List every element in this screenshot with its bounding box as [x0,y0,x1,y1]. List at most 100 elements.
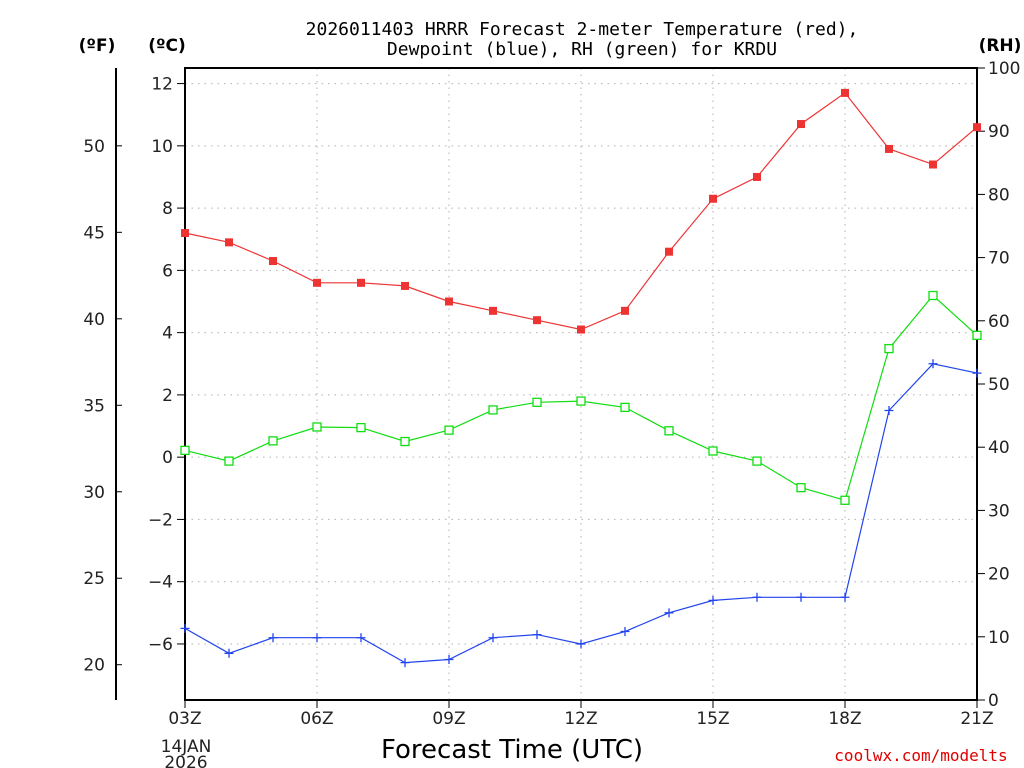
celsius-unit-label: (ºC) [148,36,186,56]
temperature-point [401,281,409,290]
temperature-point [841,88,849,97]
x-tick-label: 12Z [564,709,597,729]
dewpoint-point [752,592,762,602]
rh-point [928,290,938,301]
temperature-point [313,278,321,287]
rh-tick-label: 70 [988,249,1010,269]
rh-point [400,436,410,447]
rh-point [972,330,982,340]
dewpoint-point [620,627,630,637]
rh-tick-label: 30 [988,501,1010,521]
celsius-tick-label: 6 [162,261,173,281]
dewpoint-point [532,630,542,640]
rh-unit-label: (RH) [979,36,1022,56]
dewpoint-point [224,648,234,658]
dewpoint-point [664,608,674,618]
rh-point [620,402,630,413]
dewpoint-point [708,595,718,605]
rh-tick-label: 40 [988,438,1010,458]
dewpoint-point [884,405,894,415]
rh-tick-label: 90 [988,122,1010,142]
celsius-tick-label: 8 [162,199,173,219]
fahrenheit-tick-label: 30 [83,483,105,503]
celsius-tick-label: 0 [162,448,173,468]
rh-point [268,436,278,446]
temperature-point [445,297,453,306]
celsius-tick-label: 4 [162,324,173,344]
dewpoint-point [928,359,938,369]
series-layer [180,88,982,668]
rh-point [180,445,190,456]
temperature-point [269,257,277,266]
rh-point [796,482,806,493]
fahrenheit-tick-label: 45 [83,223,105,243]
x-tick-label: 15Z [696,709,729,729]
rh-tick-label: 10 [988,628,1010,648]
rh-tick-label: 50 [988,375,1010,395]
dewpoint-point [356,633,366,643]
fahrenheit-tick-label: 50 [83,137,105,157]
dewpoint-point [796,592,806,602]
celsius-tick-label: 12 [151,75,173,95]
rh-point [576,396,586,406]
temperature-point [533,316,541,325]
dewpoint-point [488,633,498,643]
dewpoint-point [180,623,190,633]
rh-tick-label: 20 [988,565,1010,585]
temperature-point [929,160,937,169]
temperature-point [577,325,585,334]
celsius-tick-label: 2 [162,386,173,406]
credit-label: coolwx.com/modelts [834,746,1007,765]
rh-point [224,456,234,466]
celsius-tick-label: −4 [148,573,173,593]
chart-title-line2: Dewpoint (blue), RH (green) for KRDU [387,39,777,60]
temperature-point [181,229,189,238]
dewpoint-point [840,592,850,602]
dewpoint-point [972,368,982,378]
temperature-point [797,120,805,129]
fahrenheit-tick-label: 40 [83,310,105,330]
x-tick-label: 09Z [432,709,465,729]
temperature-point [753,172,761,181]
rh-point [444,425,454,435]
x-tick-label: 03Z [168,709,201,729]
celsius-ticks: 12 10 8 6 4 2 0 −2 −4 −6 [148,75,185,655]
x-tick-label: 06Z [300,709,333,729]
rh-point [532,397,542,407]
rh-point [356,422,366,433]
rh-point [488,405,498,415]
date-label-day: 14JAN [161,737,212,757]
celsius-tick-label: 10 [151,137,173,157]
dewpoint-point [576,639,586,649]
celsius-tick-label: −2 [148,510,173,530]
rh-tick-label: 80 [988,185,1010,205]
dewpoint-point [312,633,322,643]
temperature-point [357,278,365,287]
date-label-year: 2026 [164,753,207,768]
dewpoint-point [400,658,410,668]
rh-tick-label: 0 [988,691,999,711]
rh-tick-label: 100 [988,59,1020,79]
fahrenheit-tick-label: 20 [83,656,105,676]
rh-point [752,456,762,466]
dewpoint-point [268,633,278,643]
chart-title-line1: 2026011403 HRRR Forecast 2-meter Tempera… [306,19,859,40]
temperature-point [885,144,893,153]
fahrenheit-tick-label: 35 [83,396,105,416]
rh-point [664,426,674,436]
rh-tick-label: 60 [988,312,1010,332]
temperature-point [225,238,233,247]
rh-point [312,422,322,432]
x-tick-label: 18Z [828,709,861,729]
fahrenheit-unit-label: (ºF) [79,36,116,56]
rh-point [884,343,894,354]
x-ticks: 03Z 06Z 09Z 12Z 15Z 18Z 21Z [168,700,994,729]
temperature-point [709,194,717,203]
rh-point [840,495,850,505]
fahrenheit-tick-label: 25 [83,569,105,589]
temperature-point [973,123,981,132]
rh-point [708,446,718,456]
